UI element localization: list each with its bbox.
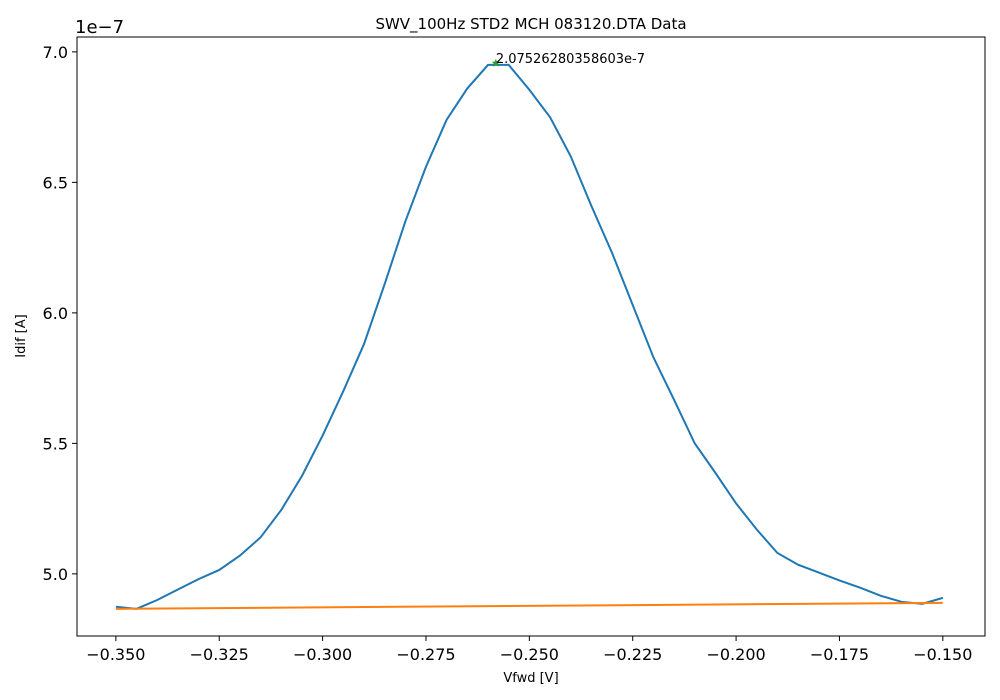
annotation-marker (491, 58, 500, 67)
x-tick-label: −0.250 (500, 645, 559, 664)
x-tick-label: −0.225 (603, 645, 662, 664)
series-line (115, 601, 943, 610)
y-tick-label: 5.0 (43, 565, 68, 584)
x-tick-label: −0.200 (706, 645, 765, 664)
plot-frame (76, 36, 986, 637)
y-offset-label: 1e−7 (75, 17, 124, 38)
y-axis-label: Idif [A] (14, 314, 29, 357)
x-tick-label: −0.175 (810, 645, 869, 664)
x-tick-label: −0.325 (190, 645, 249, 664)
x-tick-label: −0.275 (396, 645, 455, 664)
series-line (115, 63, 944, 610)
chart-title: SWV_100Hz STD2 MCH 083120.DTA Data (375, 15, 686, 34)
x-tick-label: −0.150 (913, 645, 972, 664)
x-tick-label: −0.300 (293, 645, 352, 664)
y-tick-label: 6.5 (43, 173, 68, 192)
y-tick-label: 7.0 (43, 43, 68, 62)
x-axis-label: Vfwd [V] (503, 671, 558, 686)
y-tick-label: 6.0 (43, 304, 68, 323)
annotation-label: 2.07526280358603e-7 (496, 52, 645, 67)
y-tick-label: 5.5 (43, 434, 68, 453)
x-tick-label: −0.350 (86, 645, 145, 664)
